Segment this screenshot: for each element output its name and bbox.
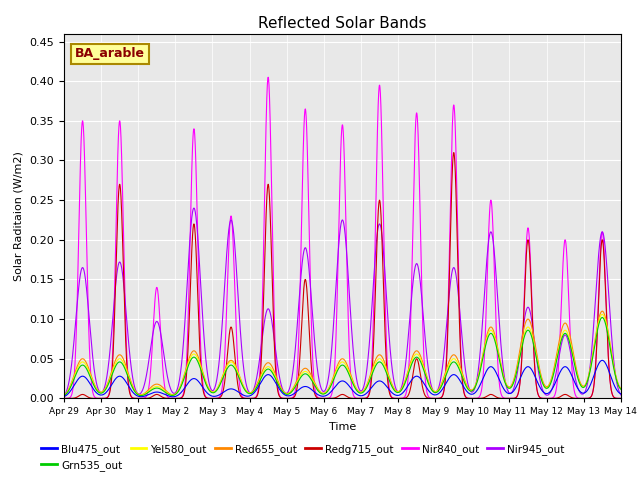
X-axis label: Time: Time [329, 422, 356, 432]
Y-axis label: Solar Raditaion (W/m2): Solar Raditaion (W/m2) [14, 151, 24, 281]
Text: BA_arable: BA_arable [75, 48, 145, 60]
Title: Reflected Solar Bands: Reflected Solar Bands [258, 16, 427, 31]
Legend: Blu475_out, Grn535_out, Yel580_out, Red655_out, Redg715_out, Nir840_out, Nir945_: Blu475_out, Grn535_out, Yel580_out, Red6… [37, 439, 568, 475]
